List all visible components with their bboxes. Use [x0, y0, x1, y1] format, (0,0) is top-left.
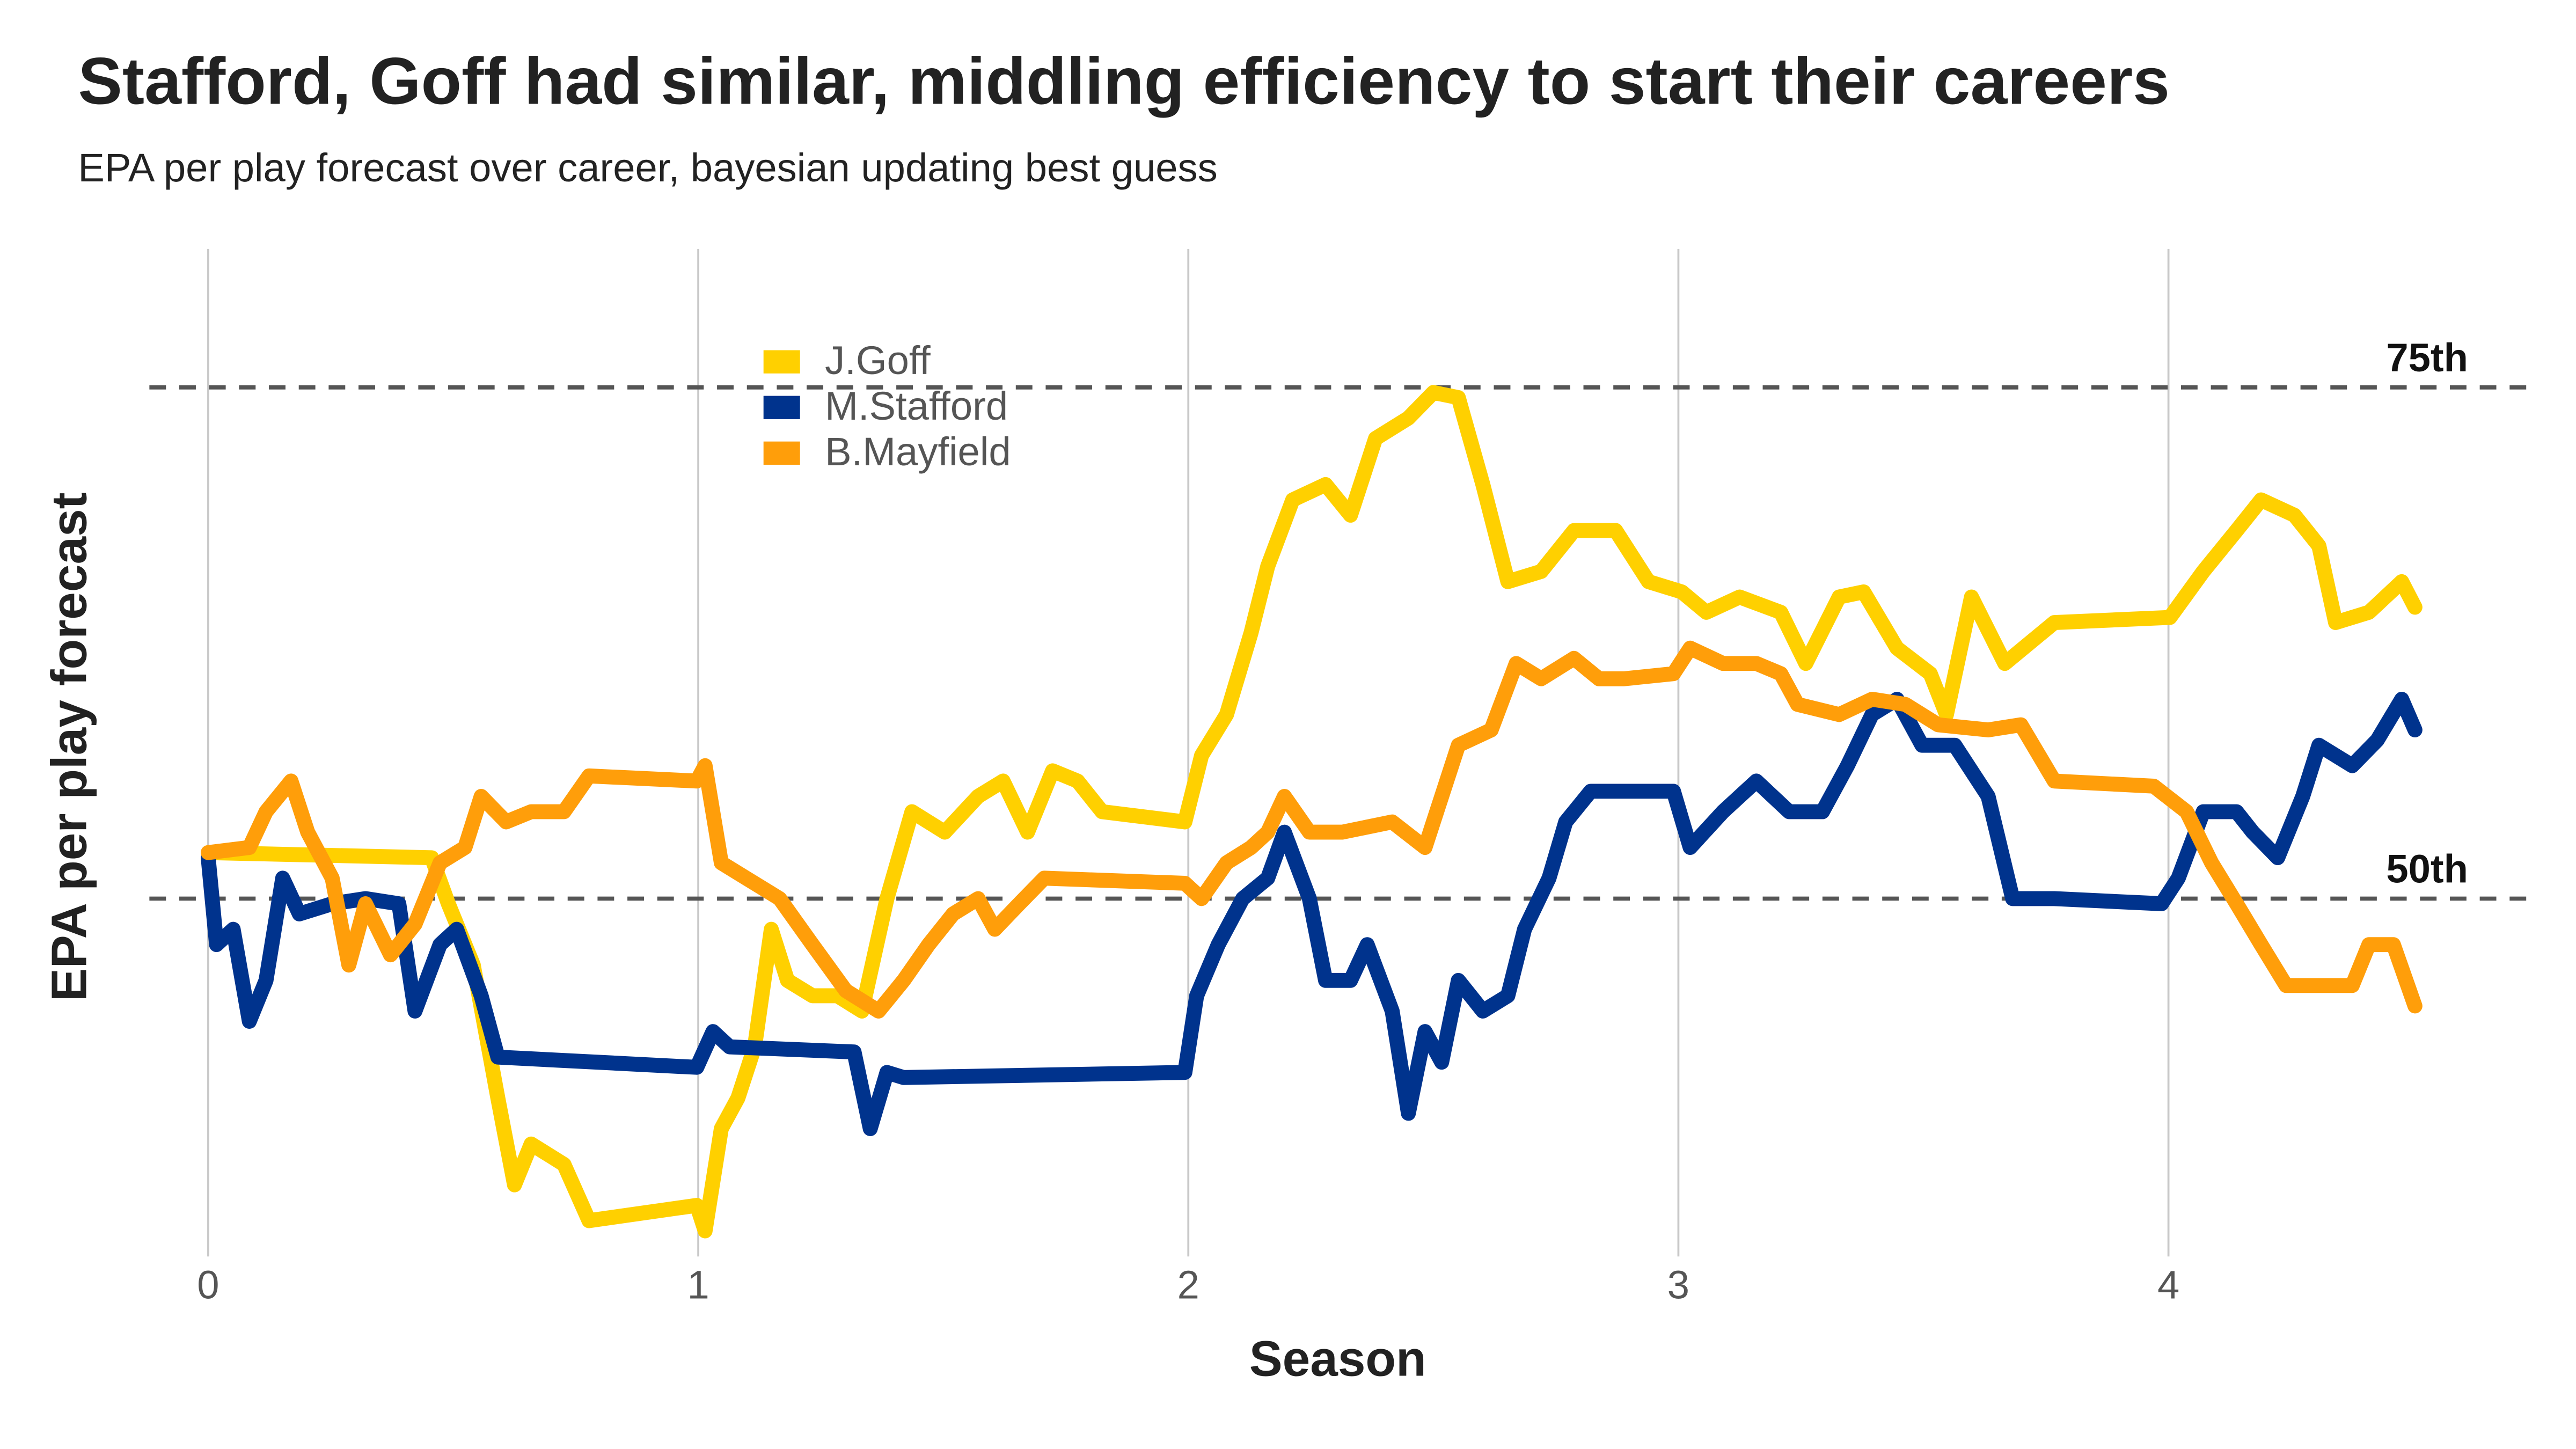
legend-swatch: [763, 350, 800, 374]
legend-label: B.Mayfield: [825, 429, 1011, 474]
legend-label: J.Goff: [825, 338, 931, 383]
y-axis-label: EPA per play forecast: [41, 492, 97, 1001]
legend-swatch: [763, 396, 800, 419]
reference-label: 75th: [2386, 335, 2468, 380]
series-line: [201, 640, 2423, 1019]
series-line: [201, 692, 2423, 1137]
chart-title: Stafford, Goff had similar, middling eff…: [78, 44, 2170, 118]
series-line: [201, 385, 2423, 1239]
x-tick-label: 3: [1667, 1263, 1689, 1307]
chart-subtitle: EPA per play forecast over career, bayes…: [78, 145, 1217, 190]
x-tick-label: 4: [2157, 1263, 2179, 1307]
reference-label: 50th: [2386, 847, 2468, 891]
x-tick-label: 2: [1177, 1263, 1199, 1307]
x-tick-label: 0: [197, 1263, 219, 1307]
x-axis-label: Season: [1249, 1331, 1426, 1387]
legend-swatch: [763, 441, 800, 465]
x-tick-label: 1: [687, 1263, 709, 1307]
legend-label: M.Stafford: [825, 384, 1008, 428]
